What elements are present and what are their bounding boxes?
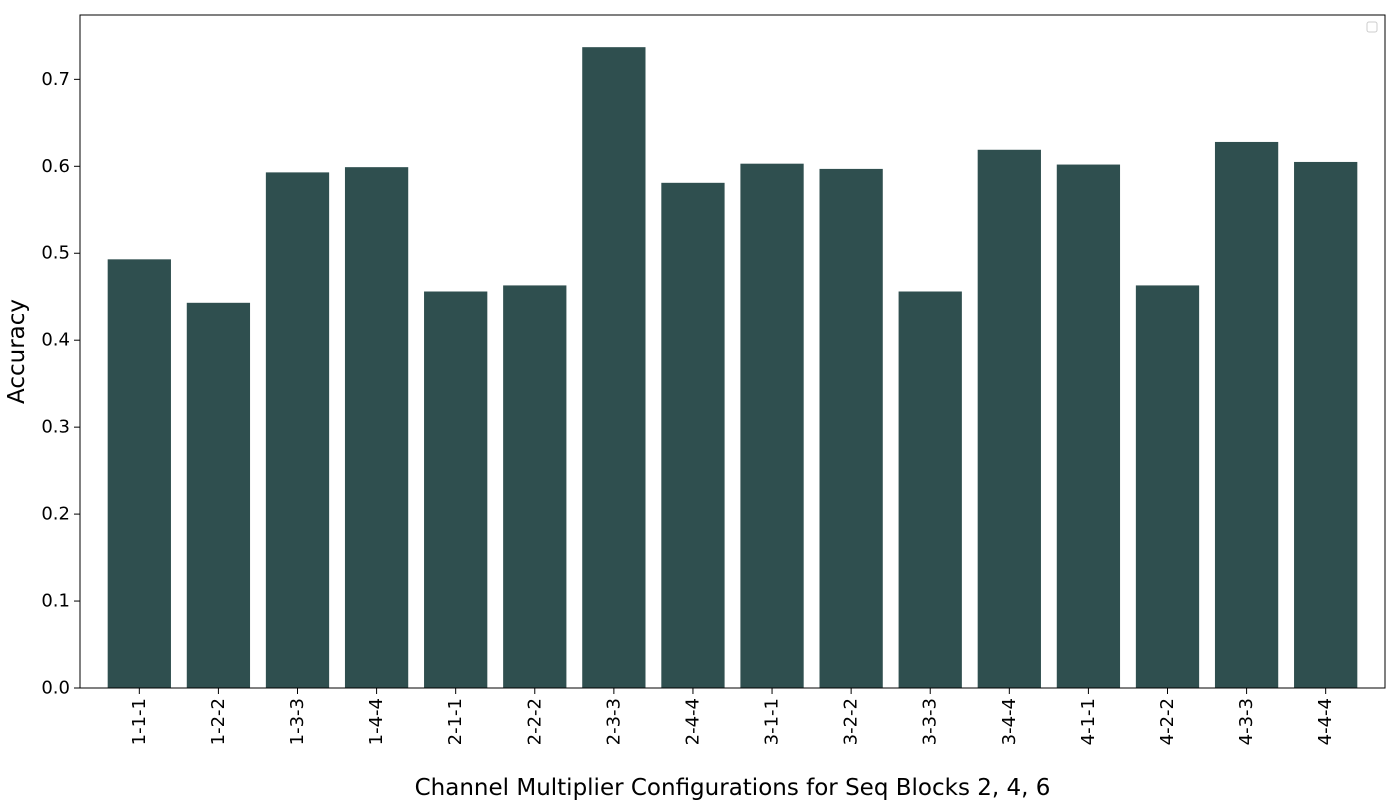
legend-box: [1366, 21, 1378, 33]
x-tick-label: 2-2-2: [524, 698, 545, 745]
x-tick-label: 1-1-1: [129, 698, 150, 745]
x-tick-label: 4-1-1: [1078, 698, 1099, 745]
bar-3-3-3: [898, 291, 962, 688]
y-axis-title: Accuracy: [4, 299, 30, 404]
bar-3-2-2: [819, 168, 883, 689]
bar-1-2-2: [186, 302, 251, 688]
bar-1-3-3: [265, 172, 330, 689]
x-tick-label: 2-3-3: [603, 698, 624, 745]
y-axis: 0.0 0.1 0.2 0.3 0.4 0.5 0.6 0.7: [41, 69, 80, 699]
x-tick-label: 3-2-2: [841, 698, 862, 745]
x-tick-label: 2-1-1: [445, 698, 466, 745]
bar-2-2-2: [503, 285, 567, 688]
x-tick-label: 4-4-4: [1315, 698, 1336, 745]
bar-2-4-4: [661, 182, 725, 688]
bar-4-1-1: [1056, 164, 1121, 689]
x-tick-label: 1-3-3: [287, 698, 308, 745]
x-tick-label: 2-4-4: [682, 698, 703, 745]
bar-1-1-1: [107, 259, 171, 688]
bar-3-1-1: [740, 163, 804, 689]
x-tick-label: 4-2-2: [1157, 698, 1178, 745]
y-tick-label: 0.7: [41, 69, 70, 90]
y-tick-label: 0.2: [41, 504, 70, 525]
y-tick-label: 0.4: [41, 330, 70, 351]
y-tick-label: 0.5: [41, 243, 70, 264]
x-axis: 1-1-1 1-2-2 1-3-3 1-4-4 2-1-1 2-2-2 2-3-3 2-4-4…: [129, 688, 1336, 745]
bar-4-3-3: [1214, 141, 1279, 689]
x-tick-label: 4-3-3: [1236, 698, 1257, 745]
y-tick-label: 0.0: [41, 678, 70, 699]
plot-frame: [79, 14, 1386, 689]
x-tick-label: 1-4-4: [366, 698, 387, 745]
x-axis-title: Channel Multiplier Configurations for Se…: [415, 775, 1051, 800]
bar-2-3-3: [582, 47, 646, 689]
x-tick-label: 3-1-1: [762, 698, 783, 745]
bars-group: [107, 47, 1358, 689]
x-tick-label: 1-2-2: [208, 698, 229, 745]
x-tick-label: 3-3-3: [920, 698, 941, 745]
y-tick-label: 0.6: [41, 156, 70, 177]
bar-3-4-4: [977, 149, 1041, 688]
y-tick-label: 0.1: [41, 591, 70, 612]
bar-4-4-4: [1294, 161, 1358, 688]
x-tick-label: 3-4-4: [999, 698, 1020, 745]
bar-4-2-2: [1135, 285, 1200, 688]
bar-2-1-1: [424, 291, 488, 688]
y-tick-label: 0.3: [41, 417, 70, 438]
bar-1-4-4: [344, 167, 409, 689]
